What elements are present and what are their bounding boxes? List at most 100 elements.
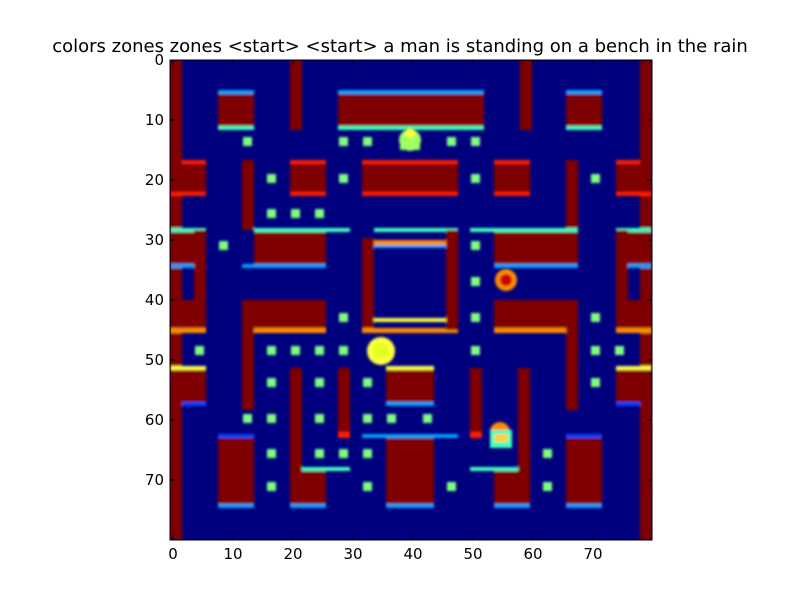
- wall: [494, 162, 530, 196]
- pellet: [363, 414, 372, 423]
- y-tick-label: 60: [144, 411, 164, 429]
- wall-edge: [218, 504, 254, 508]
- pellet: [267, 414, 276, 423]
- pellet: [471, 277, 480, 286]
- ghost-red: [495, 269, 517, 291]
- pellet: [291, 346, 300, 355]
- wall: [290, 368, 302, 478]
- pellet: [543, 449, 552, 458]
- x-tick-label: 30: [343, 545, 363, 563]
- wall: [518, 368, 530, 478]
- pellet: [339, 174, 348, 183]
- wall: [386, 368, 434, 404]
- wall: [338, 92, 484, 128]
- y-tick-label: 20: [144, 171, 164, 189]
- pellet: [339, 313, 348, 322]
- ghost-house-bar: [374, 240, 446, 245]
- wall: [470, 368, 482, 438]
- pellet: [363, 482, 372, 491]
- pellet: [291, 209, 300, 218]
- wall-edge: [470, 432, 482, 438]
- wall: [616, 368, 652, 404]
- pellet: [267, 449, 276, 458]
- wall-edge: [218, 90, 254, 94]
- pellet: [267, 346, 276, 355]
- y-tick-label: 40: [144, 291, 164, 309]
- wall-edge: [494, 328, 578, 333]
- wall: [446, 230, 458, 330]
- wall: [616, 162, 652, 196]
- pellet: [471, 313, 480, 322]
- wall: [290, 162, 326, 196]
- wall-edge: [290, 192, 326, 196]
- ghost-house-bar: [362, 328, 458, 333]
- pellet: [591, 313, 600, 322]
- wall: [338, 368, 350, 438]
- pellet: [195, 346, 204, 355]
- ghost-house-bar: [374, 318, 446, 322]
- pellet: [543, 482, 552, 491]
- y-tick-label: 70: [144, 471, 164, 489]
- pellet: [339, 449, 348, 458]
- wall-edge: [218, 434, 254, 438]
- wall-edge: [254, 228, 350, 232]
- pellet: [243, 414, 252, 423]
- pellet: [363, 449, 372, 458]
- pellet: [615, 346, 624, 355]
- wall: [290, 470, 326, 506]
- wall-edge: [566, 126, 602, 130]
- pellet: [471, 174, 480, 183]
- wall-edge: [242, 264, 326, 268]
- wall-edge: [362, 160, 458, 164]
- ghost-house-wall: [362, 238, 374, 332]
- wall-edge: [616, 228, 652, 232]
- pellet: [315, 449, 324, 458]
- wall: [566, 300, 578, 410]
- wall-edge: [362, 192, 458, 196]
- x-tick-label: 10: [223, 545, 243, 563]
- pellet: [591, 174, 600, 183]
- pellet: [447, 482, 456, 491]
- wall-edge: [616, 160, 640, 164]
- pellet: [315, 378, 324, 387]
- wall: [170, 368, 206, 404]
- pellet: [363, 137, 372, 146]
- ghost-top: [399, 128, 421, 151]
- wall-edge: [170, 328, 206, 333]
- pellet: [471, 241, 480, 250]
- wall-edge: [386, 504, 434, 508]
- wall-edge: [338, 90, 484, 94]
- wall: [386, 436, 434, 506]
- pacman: [367, 337, 395, 365]
- pellets: [195, 137, 624, 491]
- x-tick-label: 70: [583, 545, 603, 563]
- wall-edge: [218, 126, 254, 130]
- plot-title: colors zones zones <start> <start> a man…: [52, 36, 748, 57]
- wall-edge: [254, 328, 326, 333]
- wall-edge: [170, 264, 194, 268]
- wall-edge: [566, 504, 602, 508]
- wall-edge: [362, 434, 458, 438]
- wall-edge: [170, 228, 206, 232]
- wall-edge: [290, 160, 326, 164]
- wall: [362, 162, 458, 196]
- characters: [367, 128, 517, 448]
- pellet: [267, 174, 276, 183]
- pellet: [471, 346, 480, 355]
- axis-ticks: [170, 59, 652, 540]
- wall: [566, 436, 602, 506]
- wall-edge: [566, 434, 602, 438]
- pellet: [219, 241, 228, 250]
- pellet: [243, 137, 252, 146]
- wall: [218, 436, 254, 506]
- pellet: [339, 346, 348, 355]
- pellet: [423, 414, 432, 423]
- maze-content: [170, 60, 652, 540]
- pellet: [267, 209, 276, 218]
- wall: [494, 470, 530, 506]
- pellet: [363, 378, 372, 387]
- ghost-orange: [490, 422, 512, 448]
- wall-edge: [616, 402, 640, 406]
- y-tick-label: 10: [144, 111, 164, 129]
